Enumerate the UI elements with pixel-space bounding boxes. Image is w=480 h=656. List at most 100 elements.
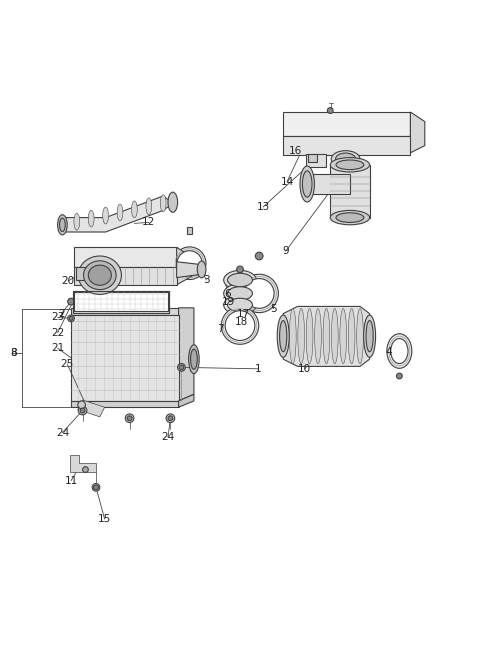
Ellipse shape xyxy=(228,274,252,287)
Ellipse shape xyxy=(289,308,296,364)
Text: 8: 8 xyxy=(10,348,17,358)
Polygon shape xyxy=(78,400,105,417)
Text: 19: 19 xyxy=(221,297,235,306)
Ellipse shape xyxy=(224,284,256,303)
Ellipse shape xyxy=(298,308,304,364)
Text: 10: 10 xyxy=(298,364,312,374)
Ellipse shape xyxy=(302,171,312,197)
Ellipse shape xyxy=(88,265,111,285)
Polygon shape xyxy=(410,112,425,153)
Ellipse shape xyxy=(387,334,412,368)
Polygon shape xyxy=(308,154,317,163)
Ellipse shape xyxy=(357,308,363,364)
Ellipse shape xyxy=(221,307,259,344)
Text: 8: 8 xyxy=(10,348,17,358)
Polygon shape xyxy=(283,306,370,367)
Ellipse shape xyxy=(228,287,252,300)
Text: 16: 16 xyxy=(288,146,302,156)
Text: 2: 2 xyxy=(58,308,65,319)
Ellipse shape xyxy=(331,151,360,167)
Circle shape xyxy=(68,315,74,321)
Polygon shape xyxy=(179,308,194,401)
Ellipse shape xyxy=(189,345,199,374)
Ellipse shape xyxy=(336,160,364,170)
Text: 21: 21 xyxy=(51,343,64,353)
Ellipse shape xyxy=(240,274,278,313)
Ellipse shape xyxy=(315,308,322,364)
Text: 20: 20 xyxy=(61,276,75,286)
Circle shape xyxy=(327,108,333,113)
Ellipse shape xyxy=(225,311,255,340)
Text: 3: 3 xyxy=(203,275,210,285)
Polygon shape xyxy=(307,174,350,194)
Ellipse shape xyxy=(132,201,137,218)
Circle shape xyxy=(166,414,175,422)
Text: 18: 18 xyxy=(234,318,248,327)
Polygon shape xyxy=(71,308,179,315)
Ellipse shape xyxy=(74,213,80,230)
Ellipse shape xyxy=(331,308,338,364)
Text: 15: 15 xyxy=(98,514,111,524)
Ellipse shape xyxy=(244,279,274,308)
Polygon shape xyxy=(283,136,410,155)
Ellipse shape xyxy=(60,218,65,232)
Circle shape xyxy=(68,298,74,305)
Text: 14: 14 xyxy=(280,176,294,186)
Polygon shape xyxy=(62,196,173,232)
Text: 24: 24 xyxy=(56,428,69,438)
Circle shape xyxy=(168,416,173,420)
Ellipse shape xyxy=(300,166,314,202)
Ellipse shape xyxy=(330,211,370,225)
Ellipse shape xyxy=(224,270,256,289)
Text: 11: 11 xyxy=(64,476,78,485)
Text: 25: 25 xyxy=(60,359,74,369)
Ellipse shape xyxy=(323,308,330,364)
Polygon shape xyxy=(187,227,192,234)
Circle shape xyxy=(92,483,100,491)
Ellipse shape xyxy=(364,315,376,358)
Ellipse shape xyxy=(146,198,152,215)
Text: 12: 12 xyxy=(142,217,156,228)
Text: 7: 7 xyxy=(217,324,224,334)
Text: 22: 22 xyxy=(51,328,64,338)
Polygon shape xyxy=(330,165,370,218)
Polygon shape xyxy=(177,247,192,285)
Ellipse shape xyxy=(173,247,206,279)
Ellipse shape xyxy=(391,338,408,363)
Text: 23: 23 xyxy=(51,312,64,323)
Ellipse shape xyxy=(197,261,206,278)
Polygon shape xyxy=(70,455,96,472)
Polygon shape xyxy=(74,266,177,285)
Circle shape xyxy=(69,316,73,320)
Polygon shape xyxy=(71,401,179,407)
Polygon shape xyxy=(306,154,326,167)
Ellipse shape xyxy=(279,321,287,352)
Polygon shape xyxy=(71,315,179,401)
Ellipse shape xyxy=(60,216,65,233)
Circle shape xyxy=(80,408,85,413)
Circle shape xyxy=(179,365,184,370)
Circle shape xyxy=(78,406,87,415)
Ellipse shape xyxy=(336,153,356,165)
Circle shape xyxy=(237,266,243,273)
Ellipse shape xyxy=(103,207,108,224)
Polygon shape xyxy=(73,291,169,313)
Ellipse shape xyxy=(191,349,197,369)
Polygon shape xyxy=(177,262,202,277)
Ellipse shape xyxy=(117,204,123,221)
Text: 13: 13 xyxy=(256,202,270,212)
Circle shape xyxy=(396,373,402,379)
Text: 6: 6 xyxy=(225,289,231,299)
Ellipse shape xyxy=(168,192,178,213)
Ellipse shape xyxy=(84,261,116,289)
Ellipse shape xyxy=(228,298,252,312)
Text: 1: 1 xyxy=(255,364,262,374)
Ellipse shape xyxy=(336,213,364,222)
Circle shape xyxy=(127,416,132,420)
Ellipse shape xyxy=(306,308,313,364)
Ellipse shape xyxy=(366,321,373,352)
Ellipse shape xyxy=(348,308,355,364)
Ellipse shape xyxy=(177,251,202,276)
Polygon shape xyxy=(76,266,95,280)
Circle shape xyxy=(255,252,263,260)
